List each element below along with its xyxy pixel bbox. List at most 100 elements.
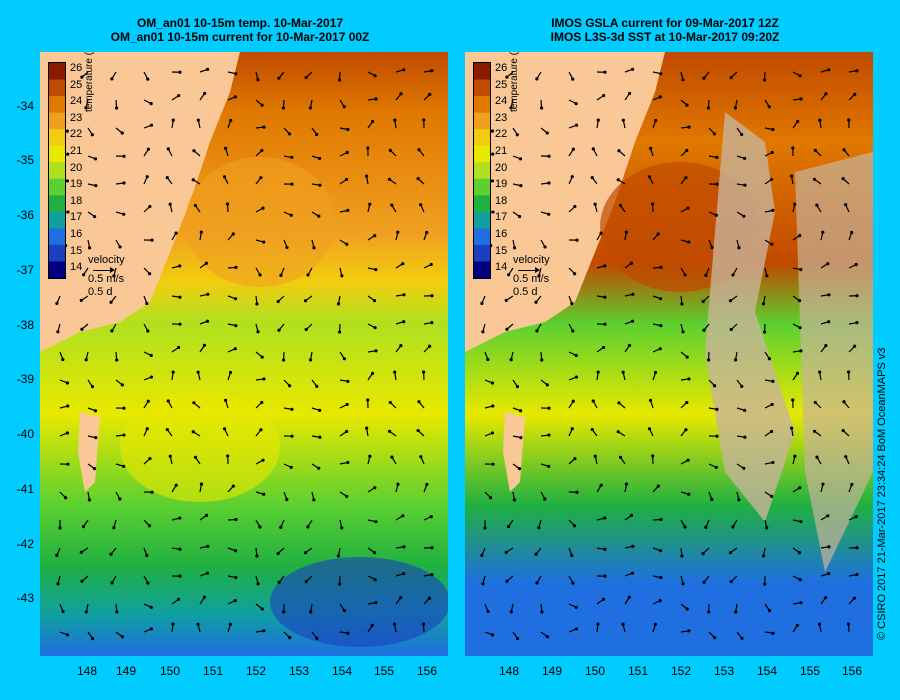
current-vector-head (224, 146, 228, 150)
current-vector-head (402, 68, 406, 72)
velocity-arrow-icon (518, 267, 540, 273)
current-vector-head (631, 544, 635, 548)
current-vector-head (146, 147, 150, 151)
current-vector-head (206, 292, 210, 296)
colorbar-swatch (49, 261, 65, 278)
current-vector-head (547, 433, 551, 437)
current-vector-head (517, 467, 522, 471)
current-vector-head (798, 326, 802, 330)
current-vector-head (714, 213, 718, 217)
velocity-arrow-icon (93, 267, 115, 273)
current-vector-head (761, 302, 766, 306)
current-vector-head (178, 574, 182, 578)
current-vector-head (87, 246, 92, 250)
current-vector-head (289, 465, 293, 469)
current-vector-head (706, 106, 711, 110)
current-vector-head (855, 294, 859, 298)
latitude-label: -43 (16, 591, 34, 605)
current-vector-head (206, 544, 210, 548)
current-vector-head (842, 148, 846, 152)
current-vector-head (429, 262, 433, 267)
current-vector-head (518, 409, 523, 413)
current-vector-head (570, 175, 574, 179)
current-vector-head (79, 298, 83, 302)
current-vector-head (205, 571, 210, 575)
current-vector-head (84, 610, 88, 614)
colorbar-tick-label: 17 (70, 211, 83, 224)
current-vector-head (66, 152, 70, 156)
current-vector-head (627, 595, 631, 599)
current-vector-head (146, 329, 150, 333)
current-vector-head (112, 274, 116, 278)
current-vector-head (422, 370, 426, 374)
current-vector-head (841, 428, 845, 433)
colorbar-tick-label: 16 (70, 228, 83, 240)
longitude-label: 149 (115, 664, 137, 678)
current-vector-head (486, 357, 490, 362)
current-vector-head (344, 177, 349, 182)
current-vector-head (168, 202, 172, 206)
current-vector-head (647, 175, 652, 179)
colorbar-swatch (474, 195, 490, 213)
current-vector-head (147, 524, 152, 528)
current-vector-head (417, 148, 421, 152)
current-vector-head (228, 370, 233, 375)
current-vector-head (846, 622, 851, 626)
current-vector-head (285, 245, 289, 250)
current-vector-head (685, 148, 689, 153)
current-vector-head (543, 245, 547, 249)
current-vector-head (373, 74, 377, 78)
current-vector-head (373, 578, 377, 582)
current-vector-head (491, 210, 495, 214)
current-vector-head (260, 103, 264, 107)
current-vector-head (150, 490, 154, 494)
current-vector-head (290, 182, 294, 186)
current-vector-head (630, 67, 635, 71)
current-vector-head (603, 516, 607, 520)
left-title-line1: OM_an01 10-15m temp. 10-Mar-2017 (136, 16, 344, 30)
current-vector-head (647, 427, 652, 431)
current-vector-head (505, 75, 509, 79)
current-vector-head (191, 178, 195, 182)
current-vector-head (815, 203, 819, 207)
current-vector-head (847, 370, 851, 374)
current-vector-head (686, 206, 690, 210)
current-vector-head (199, 482, 204, 486)
current-vector-head (120, 383, 124, 387)
current-vector-head (796, 119, 800, 124)
current-vector-head (174, 483, 178, 487)
current-vector-head (402, 320, 406, 324)
latitude-label: -42 (16, 537, 34, 551)
current-vector-head (165, 175, 169, 180)
island (78, 412, 100, 492)
current-vector-head (545, 131, 549, 135)
current-vector-head (545, 383, 549, 387)
current-vector-head (853, 92, 857, 96)
current-vector-head (704, 525, 708, 529)
left-sst-field (40, 52, 448, 656)
current-vector-head (618, 455, 623, 459)
longitude-label: 154 (331, 664, 353, 678)
current-vector-head (490, 179, 494, 183)
current-vector-head (199, 230, 203, 234)
current-vector-head (573, 204, 577, 209)
current-vector-head (658, 95, 662, 99)
colorbar-tick-label: 25 (70, 78, 83, 91)
current-vector-head (261, 458, 265, 462)
current-vector-head (93, 409, 98, 413)
current-vector-head (149, 353, 153, 358)
current-vector-head (261, 206, 265, 210)
current-vector-head (617, 149, 621, 153)
current-vector-head (827, 320, 831, 324)
current-vector-head (797, 551, 802, 555)
current-vector-head (715, 434, 719, 438)
current-vector-head (680, 302, 684, 306)
current-vector-head (260, 355, 264, 359)
current-vector-head (368, 202, 372, 206)
current-vector-head (112, 526, 116, 530)
current-vector-head (659, 72, 663, 76)
current-vector-head (196, 118, 200, 122)
current-vector-head (109, 552, 113, 556)
current-vector-head (122, 406, 126, 410)
current-vector-head (714, 465, 718, 469)
